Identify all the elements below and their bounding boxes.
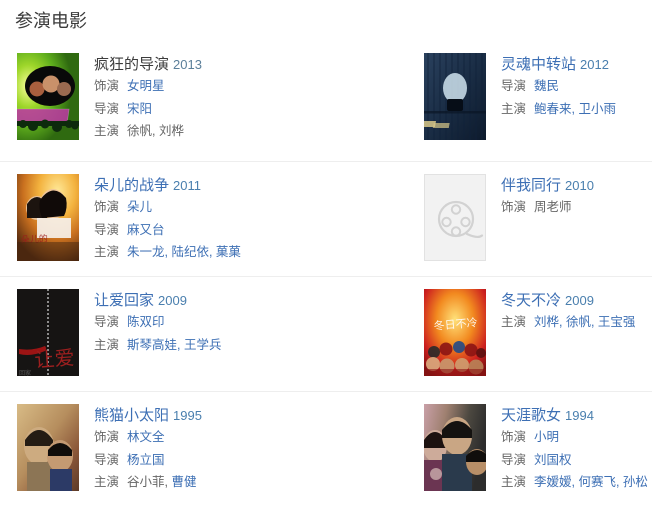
svg-text:回家: 回家 <box>19 369 31 376</box>
svg-text:让爱: 让爱 <box>34 346 76 372</box>
